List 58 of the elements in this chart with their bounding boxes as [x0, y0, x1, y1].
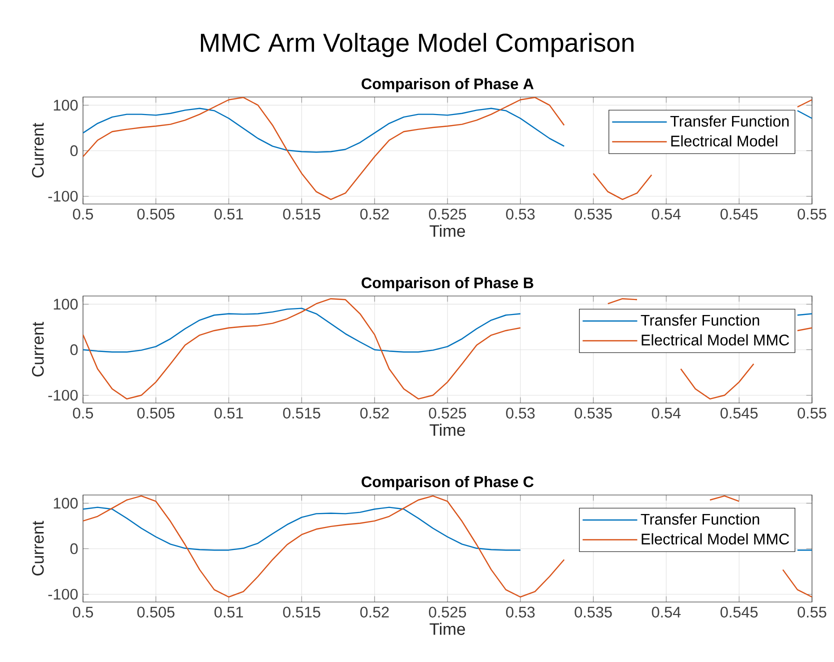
x-axis-title: Time: [430, 622, 465, 635]
x-tick-label: 0.545: [720, 606, 758, 618]
x-tick-label: 0.54: [652, 208, 681, 220]
x-tick-label: 0.52: [360, 606, 389, 618]
legend-label: Transfer Function: [640, 314, 760, 326]
x-tick-label: 0.51: [214, 208, 243, 220]
x-tick-label: 0.535: [574, 606, 612, 618]
y-tick-label: 100: [54, 298, 78, 310]
y-tick-label: 100: [54, 100, 78, 111]
x-tick-label: 0.51: [214, 408, 243, 419]
legend-label: Electrical Model MMC: [642, 533, 790, 544]
legend-label: Electrical Model: [671, 135, 778, 146]
legend-label: Transfer Function: [670, 115, 789, 127]
x-tick-label: 0.525: [428, 208, 466, 220]
chart-subtitle: Comparison of Phase A: [362, 78, 534, 92]
x-tick-label: 0.5: [72, 408, 94, 419]
x-tick-label: 0.53: [506, 408, 535, 419]
x-tick-label: 0.545: [720, 408, 758, 419]
x-axis-title: Time: [430, 224, 465, 237]
x-tick-label: 0.52: [360, 408, 389, 419]
x-tick-label: 0.525: [428, 408, 466, 419]
y-tick-label: -100: [48, 588, 78, 600]
y-tick-label: -100: [48, 390, 78, 401]
x-tick-label: 0.52: [360, 208, 389, 220]
x-tick-label: 0.55: [798, 208, 826, 220]
x-tick-label: 0.515: [283, 208, 320, 220]
x-tick-label: 0.51: [214, 606, 243, 618]
y-tick-label: 100: [54, 498, 78, 509]
x-tick-label: 0.545: [720, 208, 758, 220]
y-tick-label: 0: [70, 145, 78, 156]
x-tick-label: 0.5: [72, 606, 94, 618]
y-axis-title: Current: [32, 122, 44, 178]
chart-title: Comparison of Phase C: [362, 476, 534, 490]
y-axis-title: Current: [32, 520, 44, 576]
x-tick-label: 0.54: [652, 408, 681, 419]
chart-title: MMC Arm Voltage Model Comparison: [200, 32, 634, 58]
y-axis-title: Current: [32, 322, 44, 376]
x-tick-label: 0.55: [798, 606, 826, 618]
legend-label: Electrical Model MMC: [642, 334, 790, 346]
x-tick-label: 0.525: [428, 606, 466, 618]
y-tick-label: 0: [70, 543, 78, 554]
chart-title: Comparison of Phase B: [362, 277, 534, 292]
x-tick-label: 0.53: [506, 606, 535, 618]
x-tick-label: 0.515: [283, 408, 320, 419]
x-tick-label: 0.53: [506, 208, 535, 220]
y-tick-label: -100: [48, 190, 78, 202]
x-tick-label: 0.505: [137, 606, 174, 618]
x-tick-label: 0.5: [72, 208, 94, 220]
y-tick-label: 0: [70, 344, 78, 356]
legend-label: Transfer Function: [640, 513, 760, 525]
x-tick-label: 0.515: [283, 606, 320, 618]
x-tick-label: 0.55: [798, 408, 826, 419]
x-tick-label: 0.505: [137, 408, 174, 419]
x-tick-label: 0.54: [652, 606, 681, 618]
x-axis-title: Time: [430, 424, 465, 436]
x-tick-label: 0.535: [574, 208, 612, 220]
x-tick-label: 0.535: [574, 408, 612, 419]
x-tick-label: 0.505: [137, 208, 174, 220]
